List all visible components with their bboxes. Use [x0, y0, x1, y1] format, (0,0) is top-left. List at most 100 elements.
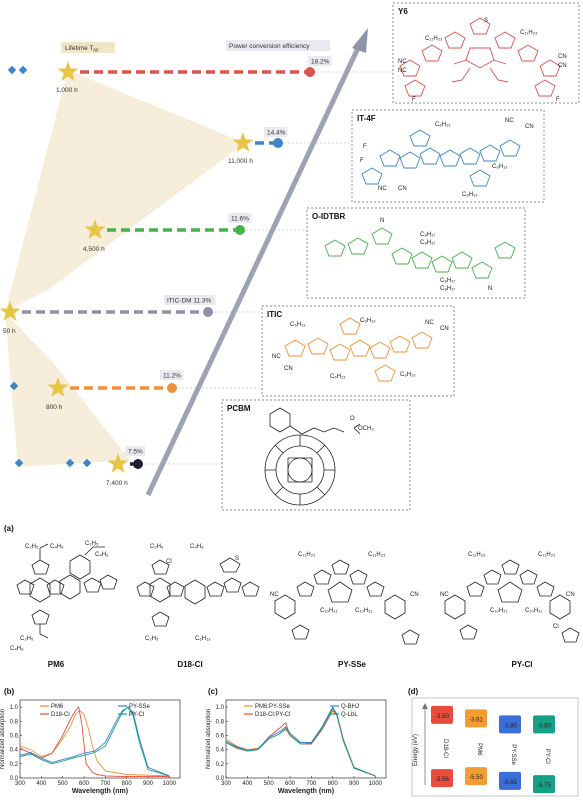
svg-text:C₁₀H₂₁: C₁₀H₂₁: [490, 608, 508, 614]
svg-text:C₆H₁₃: C₆H₁₃: [462, 192, 478, 198]
material-py-sse: -3.80 -5.65 PY-SSe: [499, 715, 521, 790]
svg-text:C₂H₅: C₂H₅: [145, 636, 159, 642]
material-name: PY-Cl: [544, 749, 550, 764]
polymer-annotations: C₂H₅ C₄H₉ C₂H₅ C₄H₉ C₂H₅ C₄H₉ C₂H₅ C₄H₉ …: [10, 541, 575, 652]
x-tick-label: 300: [221, 781, 232, 787]
row-itic-dm: 50 h ITIC-DM 11.3%: [0, 295, 262, 335]
svg-text:F: F: [363, 144, 367, 150]
svg-text:C₆H₁₃: C₆H₁₃: [400, 372, 416, 378]
svg-text:NC: NC: [398, 59, 407, 65]
y-tick-label: 0.4: [10, 748, 19, 754]
lifetime-value: 7,400 h: [106, 480, 128, 487]
lifetime-value: 11,000 h: [228, 158, 253, 165]
x-tick-label: 400: [242, 781, 253, 787]
homo-value: -5.56: [435, 777, 449, 783]
svg-text:CN: CN: [566, 592, 575, 598]
x-axis-label: Wavelength (nm): [72, 788, 128, 795]
svg-text:OCH₃: OCH₃: [358, 426, 374, 432]
svg-text:CN: CN: [398, 186, 407, 192]
molecule-pycl: PY-Cl: [512, 660, 533, 669]
series-line-3: [19, 706, 170, 777]
svg-text:C₁₀H₂₁: C₁₀H₂₁: [525, 608, 543, 614]
pce-value: ITIC-DM 11.3%: [167, 298, 212, 305]
y6-structure: Y6 S C₁₁H₂₃ C₁₁H₂₃ NC NC CN CN F: [392, 2, 580, 104]
y-tick-label: 1.0: [10, 705, 19, 711]
legend-entry: Q-BHJ: [341, 704, 359, 710]
svg-text:C₁₀H₂₁: C₁₀H₂₁: [320, 608, 338, 614]
x-tick-label: 600: [79, 781, 90, 787]
homo-value: -5.75: [537, 783, 551, 789]
svg-text:ITIC: ITIC: [267, 310, 282, 319]
y-tick-label: 0.8: [10, 719, 19, 725]
lifetime-cones: [5, 70, 245, 467]
pce-value: 14.4%: [267, 130, 286, 137]
lumo-value: -3.50: [435, 714, 449, 720]
lumo-bar: [499, 715, 521, 734]
svg-text:C₂H₅: C₂H₅: [150, 544, 164, 550]
svg-text:C₆H₁₃: C₆H₁₃: [195, 636, 211, 642]
chart-c: 300 400 500 600 700 800 900 1000 0.0 0.2 0.4 0.6 0.8…: [206, 699, 387, 795]
molecule-pyse: PY-SSe: [338, 660, 367, 669]
y-tick-label: 0.6: [216, 733, 225, 739]
svg-text:N: N: [380, 218, 384, 224]
oidtbr-structure: O-IDTBR C₈H₁₇ C₈H₁₇ C₈H₁₇ C₈H₁₇ N N: [306, 207, 526, 299]
chart-b: 300 400 500 600 700 800 900 1000 0.0 0.2 0.4 0.6 0.8…: [0, 699, 181, 795]
svg-text:C₂H₅: C₂H₅: [85, 541, 99, 547]
lumo-value: -3.80: [537, 723, 551, 729]
plot-frame: [225, 699, 387, 779]
panel-a-label: (a): [4, 524, 14, 533]
pce-value: 7.5%: [128, 449, 143, 456]
svg-text:C₄H₉: C₄H₉: [50, 544, 64, 550]
svg-text:C₆H₁₃: C₆H₁₃: [330, 374, 346, 380]
material-py-cl: -3.80 -5.75 PY-Cl: [533, 715, 555, 794]
pce-marker: [273, 138, 283, 148]
y-tick-label: 0.8: [216, 719, 225, 725]
lifetime-star: [47, 377, 69, 397]
pce-label-bg: [160, 370, 184, 380]
series-line-1: [19, 706, 170, 778]
x-tick-label: 800: [328, 781, 339, 787]
y-tick-label: 1.0: [216, 705, 225, 711]
lifetime-star: [107, 453, 129, 473]
svg-text:CN: CN: [525, 124, 534, 130]
svg-text:C₁₁H₂₃: C₁₁H₂₃: [368, 552, 386, 558]
legend-entry: D18-Cl: [51, 712, 70, 718]
y-axis-label: Normalized absorption: [0, 709, 6, 769]
svg-text:NC: NC: [378, 186, 387, 192]
lifetime-value: 50 h: [3, 328, 16, 335]
lifetime-rows: 1,000 h 18.2% 11,000 h 14.4% 4,500 h 11.6% 50 …: [0, 56, 393, 487]
series-line-2: [19, 706, 170, 777]
svg-text:C₄H₉: C₄H₉: [10, 646, 24, 652]
svg-text:C₂H₅: C₂H₅: [20, 636, 34, 642]
pce-label-bg: [308, 56, 332, 66]
material-name: PM6: [476, 743, 482, 756]
y-tick-label: 0.2: [10, 762, 19, 768]
lifetime-star: [232, 132, 254, 152]
series-line-3: [225, 706, 376, 777]
pce-label-bg: [226, 40, 330, 51]
svg-text:C₄H₉: C₄H₉: [190, 544, 204, 550]
pce-label-bg: [125, 446, 145, 456]
pce-label-bg: [228, 213, 252, 223]
svg-text:Cl: Cl: [553, 624, 559, 630]
x-axis-label: Wavelength (nm): [278, 788, 334, 795]
x-tick-label: 700: [100, 781, 111, 787]
svg-text:NC: NC: [440, 592, 449, 598]
pce-label: Power conversion efficiency: [229, 43, 310, 50]
lumo-value: -3.61: [469, 717, 483, 723]
pce-value: 11.2%: [163, 373, 181, 380]
svg-text:CN: CN: [558, 54, 567, 60]
svg-text:S: S: [484, 18, 488, 24]
svg-text:C₁₁H₂₃: C₁₁H₂₃: [298, 552, 316, 558]
molecule-boxes: Y6 S C₁₁H₂₃ C₁₁H₂₃ NC NC CN CN F: [221, 2, 580, 511]
x-tick-label: 600: [285, 781, 296, 787]
pce-arrow: [145, 28, 368, 497]
lifetime-label: Lifetime T80: [65, 45, 99, 53]
y-axis-label: Normalized absorption: [206, 709, 212, 769]
homo-bar: [465, 767, 487, 786]
material-d18-cl: -3.50 -5.56 D18-Cl: [431, 705, 453, 788]
svg-text:S: S: [235, 556, 239, 562]
pce-marker: [133, 459, 143, 469]
row-itic: 800 h 11.2%: [46, 370, 262, 411]
x-tick-label: 900: [143, 781, 154, 787]
